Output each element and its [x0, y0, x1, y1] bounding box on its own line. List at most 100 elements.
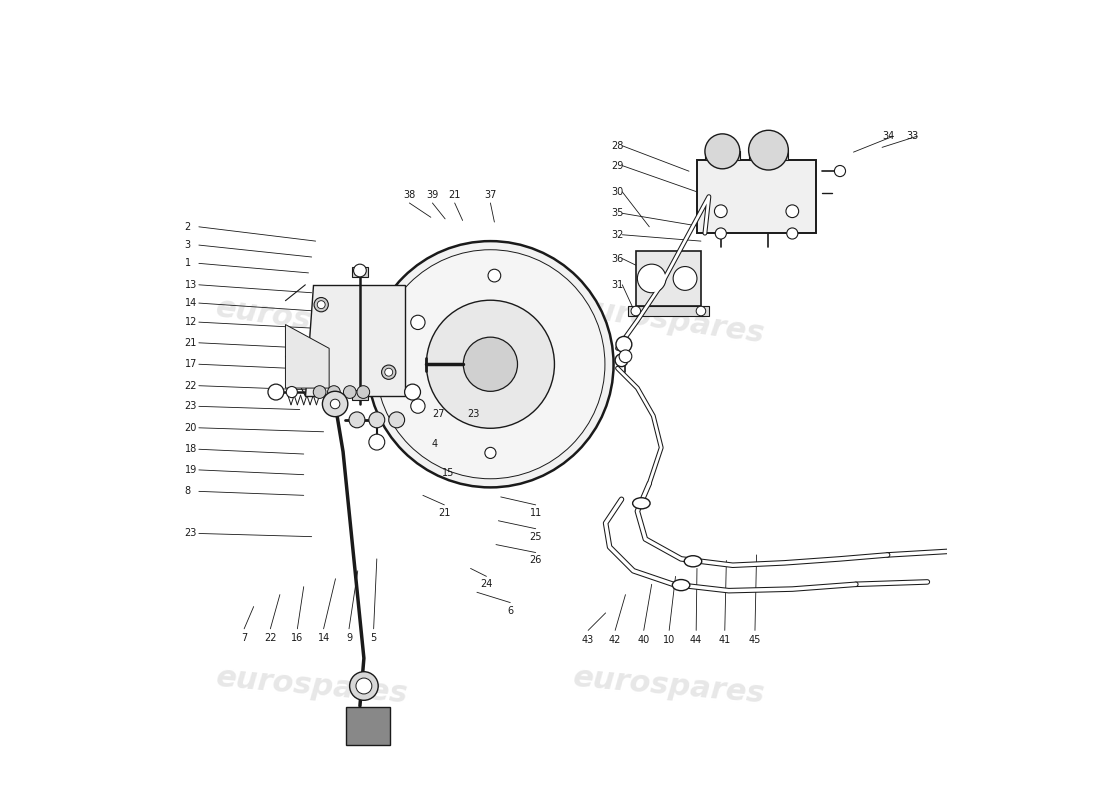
Text: 40: 40: [638, 635, 650, 645]
Circle shape: [322, 391, 348, 417]
Circle shape: [328, 386, 340, 398]
Text: 15: 15: [442, 468, 454, 478]
Text: 10: 10: [663, 635, 675, 645]
Text: 18: 18: [185, 444, 197, 454]
Text: 44: 44: [690, 635, 702, 645]
Bar: [352, 390, 367, 400]
Polygon shape: [306, 285, 405, 396]
Text: 6: 6: [507, 606, 514, 615]
Text: eurospares: eurospares: [214, 293, 409, 348]
Circle shape: [317, 301, 326, 309]
Circle shape: [696, 306, 706, 316]
Circle shape: [427, 300, 554, 428]
Text: 23: 23: [185, 529, 197, 538]
Text: 12: 12: [185, 317, 197, 327]
Text: 25: 25: [529, 532, 542, 542]
Circle shape: [330, 399, 340, 409]
Circle shape: [268, 384, 284, 400]
Circle shape: [350, 672, 378, 700]
Circle shape: [488, 270, 501, 282]
Text: 19: 19: [185, 465, 197, 475]
Circle shape: [353, 264, 366, 277]
Text: 42: 42: [609, 635, 622, 645]
Polygon shape: [286, 325, 329, 388]
Circle shape: [715, 228, 726, 239]
Text: 17: 17: [185, 359, 197, 370]
Text: 33: 33: [906, 131, 918, 142]
Circle shape: [785, 205, 799, 218]
Circle shape: [619, 350, 631, 362]
Circle shape: [368, 434, 385, 450]
Circle shape: [388, 412, 405, 428]
Circle shape: [314, 386, 326, 398]
Text: 21: 21: [449, 190, 461, 200]
Ellipse shape: [672, 579, 690, 590]
Circle shape: [463, 337, 517, 391]
Text: 41: 41: [718, 635, 730, 645]
Text: 29: 29: [612, 161, 624, 170]
Circle shape: [376, 250, 605, 478]
Circle shape: [673, 266, 697, 290]
Circle shape: [485, 447, 496, 458]
Text: 7: 7: [241, 634, 248, 643]
Text: 32: 32: [612, 230, 624, 240]
Text: 4: 4: [431, 438, 438, 449]
Text: 38: 38: [404, 190, 416, 200]
Circle shape: [382, 365, 396, 379]
Text: 22: 22: [185, 381, 197, 390]
Text: 39: 39: [427, 190, 439, 200]
Text: 43: 43: [582, 635, 594, 645]
Text: 30: 30: [612, 187, 624, 197]
Text: 27: 27: [432, 410, 446, 419]
Circle shape: [616, 337, 631, 352]
Text: 31: 31: [612, 280, 624, 290]
Ellipse shape: [684, 556, 702, 567]
Text: 14: 14: [185, 298, 197, 308]
Text: 22: 22: [264, 634, 276, 643]
Bar: [749, 150, 789, 160]
Circle shape: [615, 354, 628, 366]
Text: 9: 9: [345, 634, 352, 643]
Circle shape: [749, 130, 789, 170]
Text: 13: 13: [185, 280, 197, 290]
Text: 5: 5: [371, 634, 377, 643]
Text: 21: 21: [438, 508, 451, 518]
Text: 37: 37: [484, 190, 496, 200]
Ellipse shape: [632, 498, 650, 509]
Text: 11: 11: [529, 508, 542, 518]
Circle shape: [343, 386, 356, 398]
Text: 34: 34: [882, 131, 894, 142]
Text: 20: 20: [185, 423, 197, 433]
Circle shape: [286, 386, 297, 398]
Text: 14: 14: [318, 634, 330, 643]
Circle shape: [637, 264, 666, 293]
Bar: [697, 160, 816, 233]
Circle shape: [315, 298, 329, 312]
Circle shape: [349, 412, 365, 428]
Bar: [628, 306, 708, 316]
Text: 26: 26: [529, 555, 542, 566]
Text: 24: 24: [481, 579, 493, 590]
Bar: [705, 151, 740, 160]
Circle shape: [705, 134, 740, 169]
Text: 35: 35: [612, 208, 624, 218]
Circle shape: [410, 399, 425, 414]
Text: 1: 1: [185, 258, 190, 268]
Text: eurospares: eurospares: [572, 663, 767, 709]
Text: 8: 8: [185, 486, 190, 496]
Text: 36: 36: [612, 254, 624, 263]
Text: 21: 21: [185, 338, 197, 348]
Bar: [346, 706, 389, 745]
Circle shape: [356, 678, 372, 694]
Text: 23: 23: [466, 410, 480, 419]
Text: 45: 45: [749, 635, 761, 645]
Text: 23: 23: [185, 402, 197, 411]
Bar: [352, 267, 367, 277]
Circle shape: [358, 386, 370, 398]
Circle shape: [835, 166, 846, 177]
Circle shape: [631, 306, 640, 316]
Text: 3: 3: [185, 240, 190, 250]
Circle shape: [786, 228, 798, 239]
Text: 2: 2: [185, 222, 190, 232]
Text: 16: 16: [292, 634, 304, 643]
